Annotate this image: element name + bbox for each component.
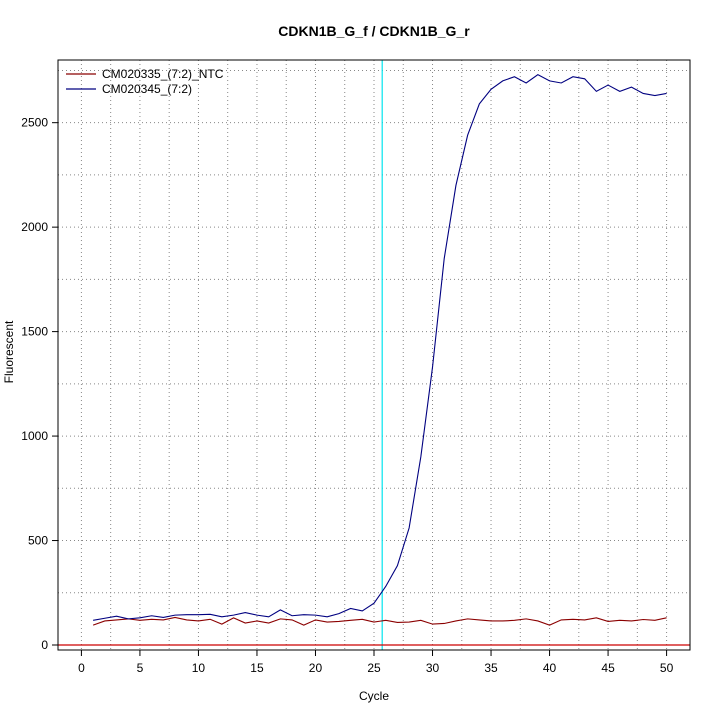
y-tick-label: 0 [41, 638, 48, 652]
x-tick-label: 45 [601, 661, 615, 675]
x-tick-label: 10 [192, 661, 206, 675]
y-axis-label: Fluorescent [2, 320, 16, 383]
y-tick-label: 2000 [21, 220, 48, 234]
x-tick-label: 25 [367, 661, 381, 675]
grid [58, 60, 690, 650]
series-lines [92, 73, 667, 626]
chart-title: CDKN1B_G_f / CDKN1B_G_r [278, 23, 470, 39]
x-tick-label: 15 [250, 661, 264, 675]
x-tick-label: 0 [78, 661, 85, 675]
series-line-2 [93, 73, 667, 621]
y-tick-label: 1500 [21, 325, 48, 339]
x-tick-label: 40 [543, 661, 557, 675]
x-tick-label: 20 [309, 661, 323, 675]
y-tick-label: 500 [28, 534, 48, 548]
x-tick-label: 35 [484, 661, 498, 675]
y-axis: 0 500 1000 1500 2000 2500 [21, 116, 59, 652]
x-axis: 0 5 10 15 20 25 30 35 40 45 50 [78, 649, 674, 675]
x-tick-label: 30 [426, 661, 440, 675]
series-line-1 [92, 616, 667, 626]
y-tick-label: 2500 [21, 116, 48, 130]
x-tick-label: 5 [137, 661, 144, 675]
legend-label-1: CM020335_(7:2)_NTC [102, 67, 224, 81]
y-tick-label: 1000 [21, 429, 48, 443]
x-axis-label: Cycle [359, 689, 389, 703]
legend-label-2: CM020345_(7:2) [102, 82, 192, 96]
x-tick-label: 50 [660, 661, 674, 675]
